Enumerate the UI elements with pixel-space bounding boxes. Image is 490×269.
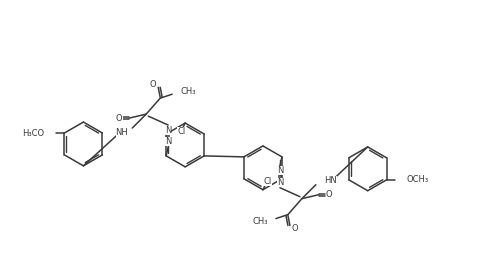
Text: NH: NH: [116, 128, 128, 136]
Text: N: N: [277, 166, 283, 175]
Text: N: N: [277, 178, 283, 187]
Text: H₃CO: H₃CO: [23, 129, 45, 137]
Text: N: N: [165, 126, 172, 134]
Text: CH₃: CH₃: [180, 87, 196, 96]
Text: O: O: [150, 80, 156, 89]
Text: N: N: [165, 137, 172, 146]
Text: Cl: Cl: [177, 126, 185, 136]
Text: O: O: [116, 114, 122, 123]
Text: OCH₃: OCH₃: [407, 175, 429, 184]
Text: CH₃: CH₃: [252, 217, 268, 226]
Text: Cl: Cl: [264, 177, 272, 186]
Text: O: O: [292, 224, 298, 233]
Text: HN: HN: [324, 176, 337, 185]
Text: O: O: [325, 190, 332, 199]
